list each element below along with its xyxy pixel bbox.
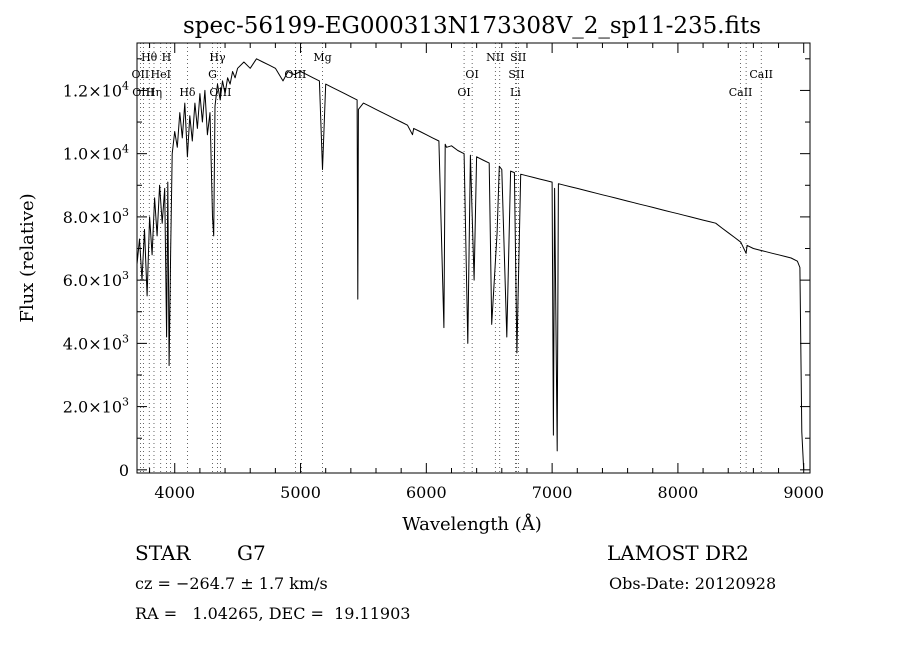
x-tick-label: 6000 [406, 483, 447, 502]
y-tick-label: 0 [119, 461, 129, 480]
ra-dec-coordinates: RA = 1.04265, DEC = 19.11903 [135, 604, 411, 623]
y-axis-label: Flux (relative) [17, 193, 38, 322]
y-tick-label: 2.0×103 [63, 396, 129, 417]
line-marker-label: NII [486, 51, 504, 64]
spectral-line-markers: OIIOIIIHθHηHeIHHδGHγOIIIOIIIMgOIOINIILiS… [132, 43, 773, 473]
line-marker-label: HeI [151, 68, 171, 81]
plot-frame [136, 42, 811, 474]
observation-date: Obs-Date: 20120928 [609, 574, 777, 593]
line-marker-label: Mg [313, 51, 331, 64]
x-tick-label: 4000 [154, 483, 195, 502]
line-marker-label: SII [510, 51, 526, 64]
y-tick-label: 1.0×104 [63, 143, 129, 164]
x-axis-label: Wavelength (Å) [402, 513, 542, 535]
line-marker-label: Hη [146, 86, 162, 99]
x-tick-label: 7000 [532, 483, 573, 502]
line-marker-label: Hδ [179, 86, 196, 99]
spectrum-flux-line [136, 58, 805, 470]
x-tick-label: 5000 [280, 483, 321, 502]
x-tick-label: 8000 [658, 483, 699, 502]
x-tick-label: 9000 [783, 483, 824, 502]
line-marker-label: G [208, 68, 217, 81]
line-marker-label: SII [508, 68, 524, 81]
line-marker-label: Hθ [141, 51, 158, 64]
redshift-velocity: cz = −264.7 ± 1.7 km/s [135, 574, 328, 593]
line-marker-label: H [162, 51, 172, 64]
survey-release: LAMOST DR2 [607, 541, 749, 565]
line-marker-label: CaII [729, 86, 753, 99]
y-tick-label: 8.0×103 [63, 206, 129, 227]
object-type: STAR [135, 541, 191, 565]
line-marker-label: CaII [749, 68, 773, 81]
line-marker-label: OI [465, 68, 478, 81]
y-tick-label: 6.0×103 [63, 269, 129, 290]
chart-title: spec-56199-EG000313N173308V_2_sp11-235.f… [183, 13, 761, 39]
line-marker-label: Li [510, 86, 521, 99]
y-tick-label: 1.2×104 [63, 79, 129, 100]
y-axis-ticks: 0 2.0×103 4.0×103 6.0×103 8.0×103 1.0×104 1.2×… [63, 58, 810, 480]
y-tick-label: 4.0×103 [63, 332, 129, 353]
spectral-subclass: G7 [237, 541, 266, 565]
line-marker-label: Hγ [209, 51, 226, 64]
line-marker-label: OIII [132, 86, 154, 99]
line-marker-label: OII [132, 68, 150, 81]
x-axis-ticks: 4000 5000 6000 7000 8000 9000 [149, 43, 824, 502]
line-marker-label: OI [457, 86, 470, 99]
